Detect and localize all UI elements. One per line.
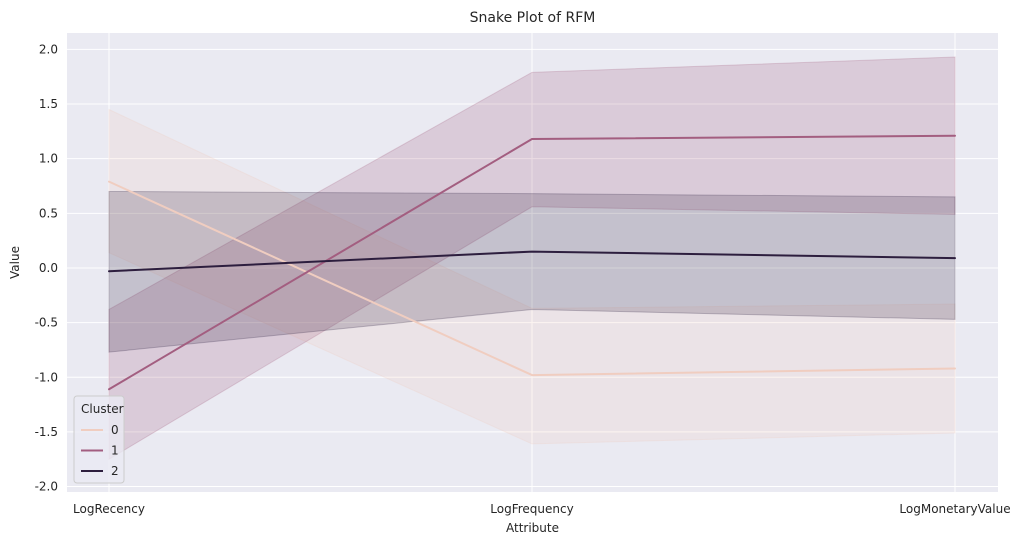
legend-title: Cluster [81,402,124,416]
series-line-cluster-2 [108,250,956,273]
legend-items: 0 1 2 [81,423,119,478]
y-tick-label: 2.0 [39,42,58,56]
ci-band-cluster-0 [108,108,956,445]
series-line-cluster-1 [108,134,956,391]
x-axis-label: Attribute [506,521,559,535]
x-tick-label: LogFrequency [490,502,573,516]
legend-label: 0 [111,423,119,437]
y-tick-label: -0.5 [35,316,58,330]
series-lines [108,134,956,391]
y-tick-label: 1.5 [39,97,58,111]
ci-band-cluster-2 [108,190,956,353]
y-axis-label: Value [8,246,22,279]
y-tick-label: -1.5 [35,425,58,439]
y-tick-label: 1.0 [39,152,58,166]
legend-label: 1 [111,444,119,458]
chart-title: Snake Plot of RFM [470,10,596,26]
legend-item-cluster-2: 2 [81,464,119,478]
series-line-cluster-0 [108,180,956,377]
legend-item-cluster-0: 0 [81,423,119,437]
y-tick-label: 0.5 [39,206,58,220]
legend-label: 2 [111,464,119,478]
legend: Cluster 0 1 2 [73,395,125,484]
tick-labels: -2.0 -1.5 -1.0 -0.5 0.0 0.5 1.0 1.5 2.0 LogRecenc… [35,42,1011,516]
legend-item-cluster-1: 1 [81,444,119,458]
y-tick-label: 0.0 [39,261,58,275]
x-tick-label: LogRecency [73,502,145,516]
legend-box [73,395,125,484]
y-tick-label: -2.0 [35,480,58,494]
x-tick-label: LogMonetaryValue [899,502,1010,516]
y-tick-label: -1.0 [35,370,58,384]
